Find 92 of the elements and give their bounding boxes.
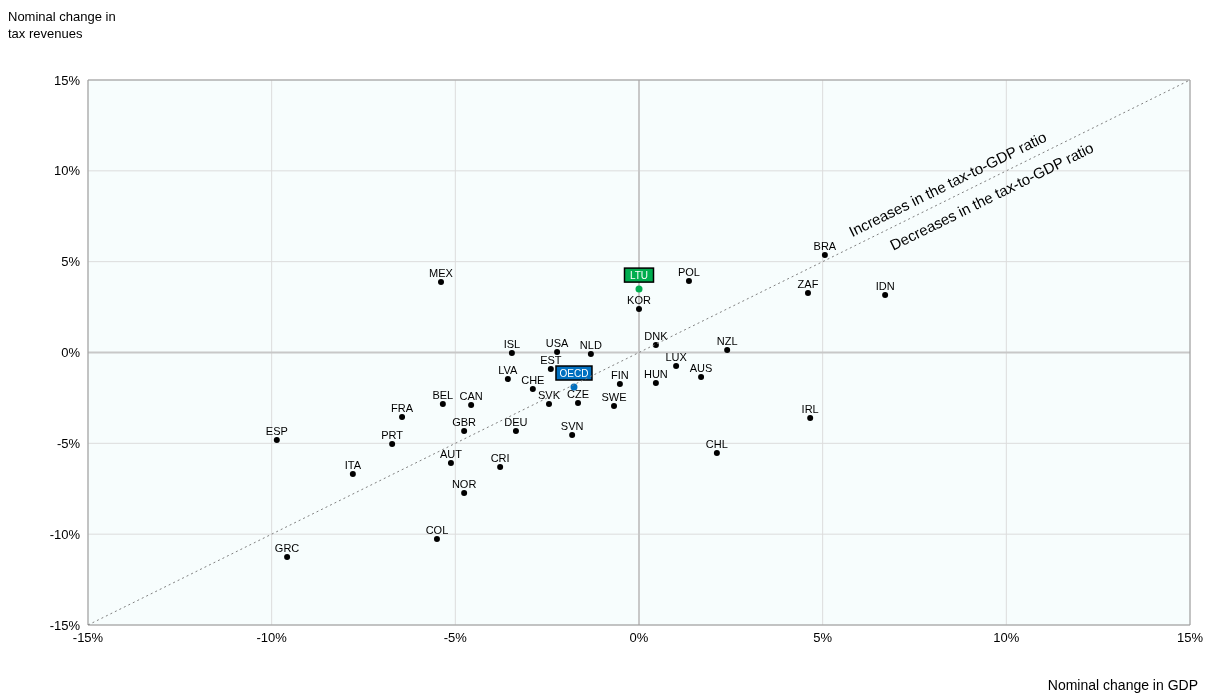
data-label: BEL [432,388,454,401]
point [433,536,440,543]
x-tick-label: 5% [813,630,833,646]
point [807,414,814,421]
point [685,278,692,285]
data-label: FRA [391,401,414,414]
data-label: ZAF [797,278,819,291]
data-label: CHE [521,374,545,387]
x-tick-label: -10% [256,630,288,646]
y-tick-label: -15% [49,617,81,633]
point [882,292,889,299]
point [273,437,280,444]
point [439,400,446,407]
x-axis-title: Nominal change in GDP [1047,677,1198,693]
data-label: DEU [504,415,528,428]
data-label: AUT [439,447,463,460]
data-label: OECD [559,367,589,379]
data-label: ISL [503,338,521,351]
point [698,374,705,381]
data-label: BRA [813,239,837,252]
data-label: ESP [265,425,288,438]
x-tick-label: -15% [72,630,104,646]
point [821,251,828,258]
point [569,431,576,438]
point [652,380,659,387]
point [512,427,519,434]
data-label: GBR [452,415,477,428]
data-label: COL [425,524,449,537]
point [587,350,594,357]
point [508,350,515,357]
data-label: EST [540,354,562,367]
data-label: KOR [627,294,651,307]
data-label: DNK [644,330,669,343]
point [529,386,536,393]
data-label: POL [677,266,700,279]
point [461,489,468,496]
data-label: ITA [344,459,362,472]
point [804,290,811,297]
point [284,553,291,560]
point [611,402,618,409]
point [504,376,511,383]
point [497,463,504,470]
y-tick-label: 15% [53,72,81,88]
data-label: SVK [538,388,561,401]
point [389,441,396,448]
data-label: LVA [498,364,519,377]
data-label: CAN [459,390,483,402]
data-label: FIN [611,368,629,381]
data-label: MEX [429,267,454,280]
point [575,400,582,406]
data-label: IRL [801,402,819,415]
data-label: NZL [716,334,738,347]
x-tick-label: 10% [993,630,1020,646]
y-tick-label: 0% [61,345,81,361]
data-label: SWE [601,390,627,403]
data-label: CHL [705,437,728,450]
y-tick-label: 10% [53,163,81,179]
point [673,362,680,369]
data-label: USA [545,336,570,349]
data-label: LTU [629,269,649,281]
data-label: NOR [451,477,477,490]
data-label: AUS [689,362,713,375]
point [468,402,475,408]
point [554,348,561,355]
y-axis-title: Nominal change in tax revenues [8,8,117,42]
point [438,279,445,286]
point [546,400,552,407]
data-label: LUX [665,350,688,363]
point [447,459,454,466]
point [616,380,623,387]
y-tick-label: -5% [56,435,81,451]
x-tick-label: 0% [629,630,649,646]
y-tick-label: -10% [49,526,81,542]
point [636,306,642,313]
point [349,471,356,478]
data-label: HUN [643,368,668,381]
x-tick-label: -5% [443,630,468,646]
data-label: CZE [567,388,590,400]
point [724,346,731,353]
data-label: GRC [274,541,300,554]
point [399,413,406,420]
point [635,285,643,293]
point [713,449,720,456]
data-label: IDN [875,280,895,293]
y-tick-label: 5% [61,254,81,270]
data-label: SVN [560,419,584,432]
x-tick-label: 15% [1176,630,1204,646]
data-label: CRI [490,451,510,464]
data-label: PRT [381,429,404,442]
point [547,366,554,373]
data-label: NLD [579,338,602,351]
point [461,427,468,434]
